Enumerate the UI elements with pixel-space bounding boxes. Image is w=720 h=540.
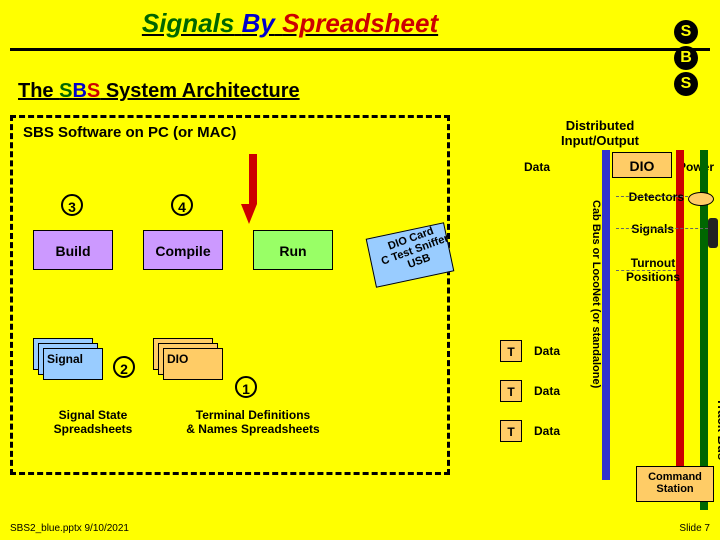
- det-line-1: [616, 196, 688, 197]
- step-4-circle: 4: [171, 194, 193, 216]
- subtitle: The SBS System Architecture: [18, 80, 300, 103]
- pc-box-title: SBS Software on PC (or MAC): [23, 124, 236, 141]
- logo-b: B: [674, 46, 698, 70]
- sbs-logo: S B S: [670, 18, 702, 98]
- terminal-def-caption: Terminal Definitions & Names Spreadsheet…: [173, 408, 333, 436]
- signals-label: Signals: [631, 222, 674, 236]
- logo-s-bot: S: [674, 72, 698, 96]
- logo-s-top: S: [674, 20, 698, 44]
- run-box: Run: [253, 230, 333, 270]
- t-box-1: T: [500, 340, 522, 362]
- t3-data: Data: [534, 424, 560, 438]
- signal-state-caption: Signal State Spreadsheets: [33, 408, 153, 436]
- det-line-3: [616, 270, 676, 271]
- step-2-circle: 2: [113, 356, 135, 378]
- det-line-2: [616, 228, 708, 229]
- signal-stack: Signal: [33, 338, 103, 378]
- distributed-io-label: Distributed Input/Output: [550, 118, 650, 148]
- t1-data: Data: [534, 344, 560, 358]
- red-arrow-head: [241, 204, 257, 224]
- main-title: Signals By Spreadsheet: [0, 8, 580, 39]
- title-rule: [10, 48, 710, 51]
- compile-box: Compile: [143, 230, 223, 270]
- detectors-label: Detectors: [629, 190, 684, 204]
- red-arrow-stem: [249, 154, 257, 204]
- signal-mast-icon: [708, 218, 718, 248]
- build-box: Build: [33, 230, 113, 270]
- step-3-circle: 3: [61, 194, 83, 216]
- dio-stack: DIO: [153, 338, 223, 378]
- bus-vertical-label: Cab Bus or LocoNet (or standalone): [590, 200, 602, 388]
- blue-bus-bar: [602, 150, 610, 480]
- step-1-circle: 1: [235, 376, 257, 398]
- dio-stack-label: DIO: [167, 352, 188, 366]
- footer-left: SBS2_blue.pptx 9/10/2021: [10, 523, 129, 534]
- command-station-box: Command Station: [636, 466, 714, 502]
- pc-box: SBS Software on PC (or MAC) 3 4 Build Co…: [10, 115, 450, 475]
- title-word-1: Signals: [142, 8, 234, 38]
- t-box-2: T: [500, 380, 522, 402]
- t-box-3: T: [500, 420, 522, 442]
- title-word-3: Spreadsheet: [282, 8, 438, 38]
- signal-stack-label: Signal: [47, 352, 83, 366]
- detector-oval: [688, 192, 714, 206]
- dio-box: DIO: [612, 152, 672, 178]
- track-bus-label: Track Bus: [715, 398, 720, 460]
- title-word-2: By: [242, 8, 275, 38]
- footer-right: Slide 7: [679, 523, 710, 534]
- data-label-top: Data: [524, 160, 550, 174]
- t2-data: Data: [534, 384, 560, 398]
